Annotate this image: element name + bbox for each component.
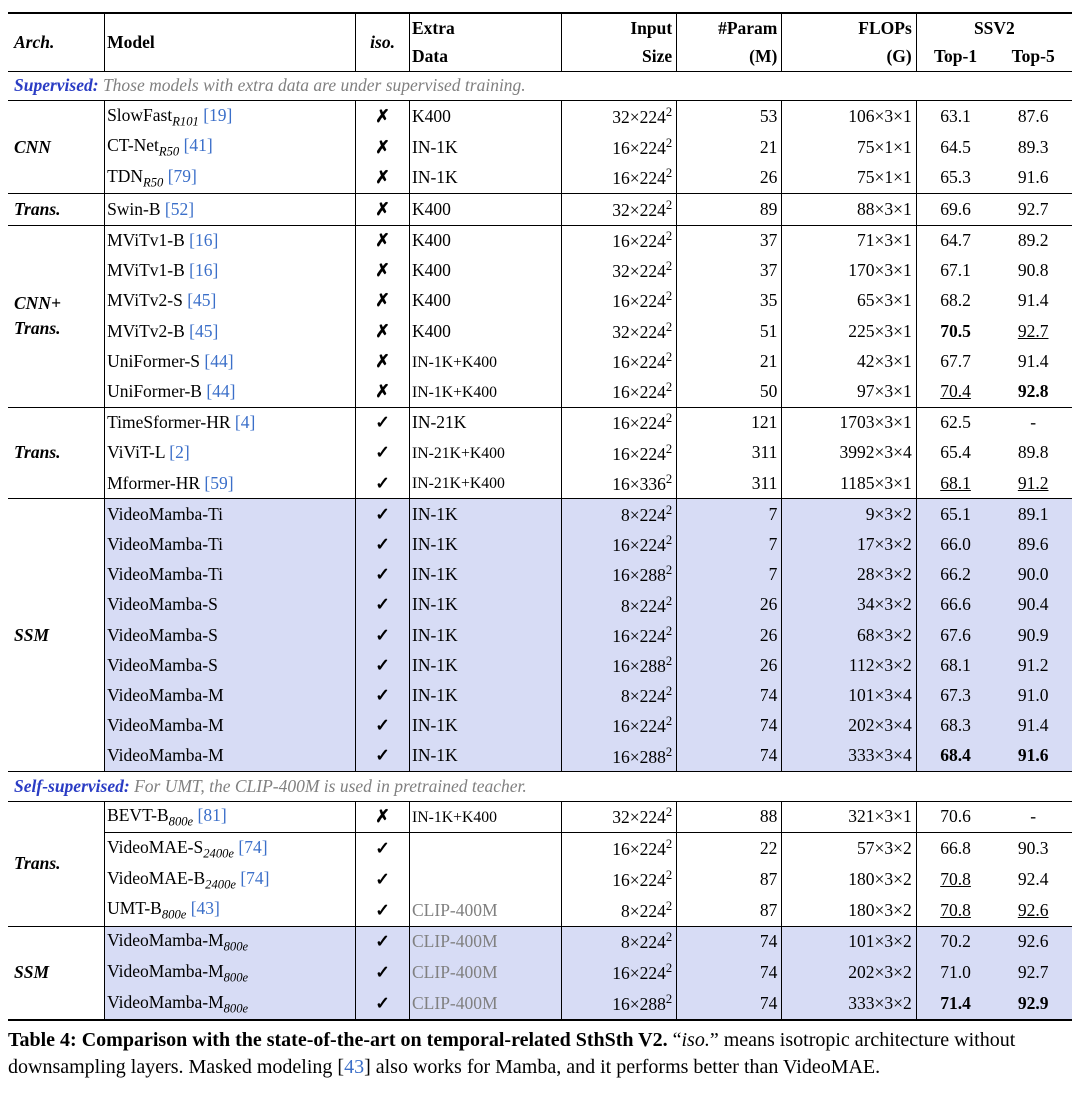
- caption-iso: iso.: [681, 1029, 709, 1051]
- results-table: Arch.Modeliso.ExtraInput#ParamFLOPsSSV2D…: [8, 12, 1072, 1021]
- caption-title: Table 4: Comparison with the state-of-th…: [8, 1029, 668, 1051]
- caption-text-3: ] also works for Mamba, and it performs …: [364, 1056, 880, 1078]
- caption-ref[interactable]: 43: [344, 1056, 364, 1078]
- table-caption: Table 4: Comparison with the state-of-th…: [8, 1027, 1072, 1081]
